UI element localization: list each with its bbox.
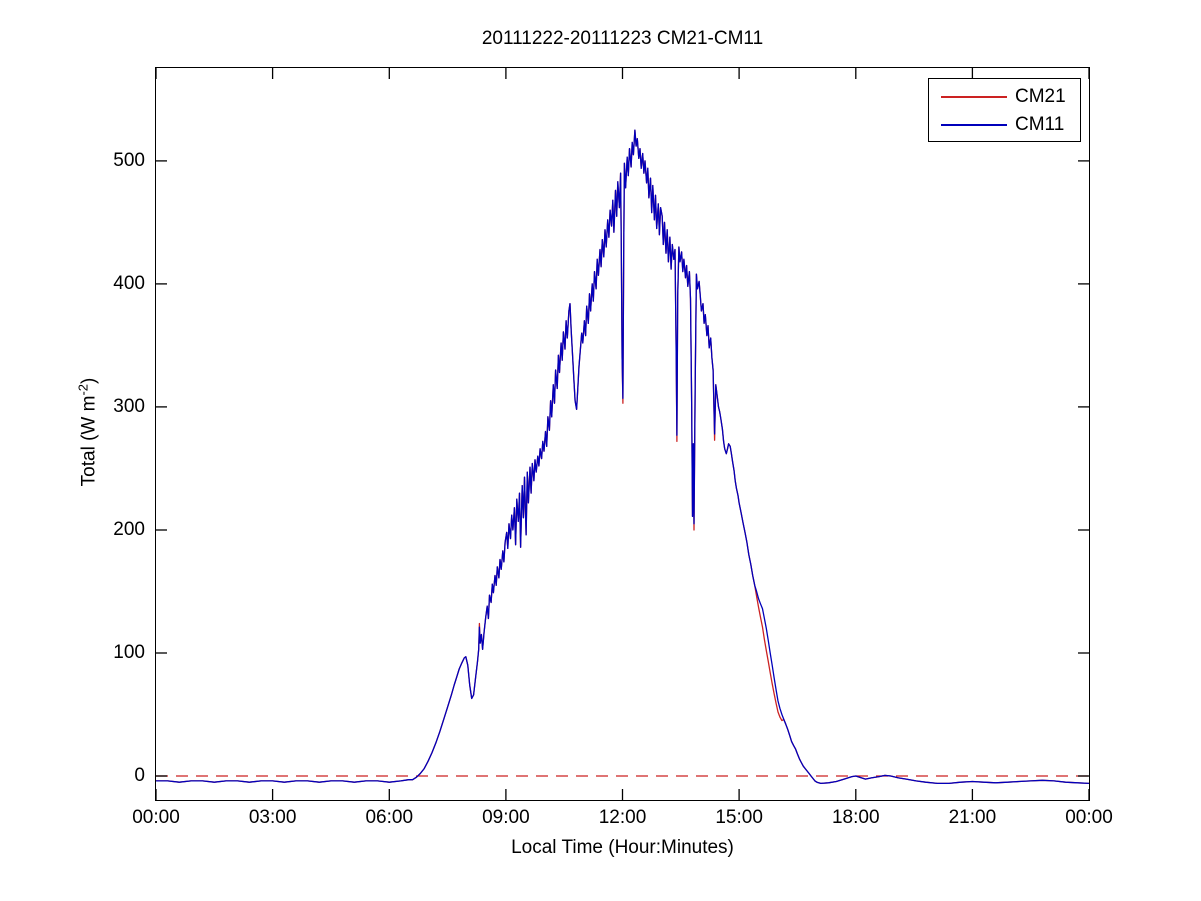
legend-label-cm11: CM11 bbox=[1015, 114, 1065, 135]
x-tick-label: 15:00 bbox=[715, 807, 763, 828]
x-tick-label: 03:00 bbox=[248, 807, 297, 828]
y-tick-label: 500 bbox=[113, 149, 145, 171]
x-tick-label: 06:00 bbox=[365, 807, 414, 828]
y-tick-label: 0 bbox=[134, 765, 145, 786]
x-tick-label: 18:00 bbox=[831, 807, 880, 828]
legend-line-blue bbox=[941, 124, 1007, 126]
x-tick-label: 00:00 bbox=[132, 807, 180, 828]
x-tick-label: 00:00 bbox=[1065, 807, 1113, 828]
legend-box: CM21 CM11 bbox=[928, 78, 1081, 142]
legend-line-red bbox=[941, 96, 1007, 98]
x-axis-label: Local Time (Hour:Minutes) bbox=[511, 837, 734, 858]
legend-label-cm21: CM21 bbox=[1015, 86, 1066, 107]
y-axis-label: Total (W m-2) bbox=[75, 378, 100, 487]
x-tick-label: 09:00 bbox=[482, 807, 530, 828]
x-tick-label: 21:00 bbox=[948, 807, 997, 828]
y-tick-label: 300 bbox=[113, 395, 145, 417]
legend-entry-cm11: CM11 bbox=[929, 111, 1080, 139]
cm11-line bbox=[156, 129, 1089, 785]
chart-title: 20111222-20111223 CM21-CM11 bbox=[481, 28, 764, 49]
y-axis-label-superscript: -2 bbox=[75, 383, 91, 396]
plot-area bbox=[155, 67, 1090, 801]
y-axis-label-text: Total (W m bbox=[78, 395, 100, 487]
legend-entry-cm21: CM21 bbox=[929, 83, 1080, 111]
plot-canvas bbox=[156, 68, 1089, 800]
cm21-line bbox=[156, 129, 1089, 785]
y-axis-label-suffix: ) bbox=[78, 377, 100, 384]
y-tick-label: 200 bbox=[113, 518, 145, 540]
x-tick-label: 12:00 bbox=[598, 807, 647, 828]
y-tick-label: 100 bbox=[113, 641, 145, 663]
y-tick-label: 400 bbox=[113, 272, 145, 294]
